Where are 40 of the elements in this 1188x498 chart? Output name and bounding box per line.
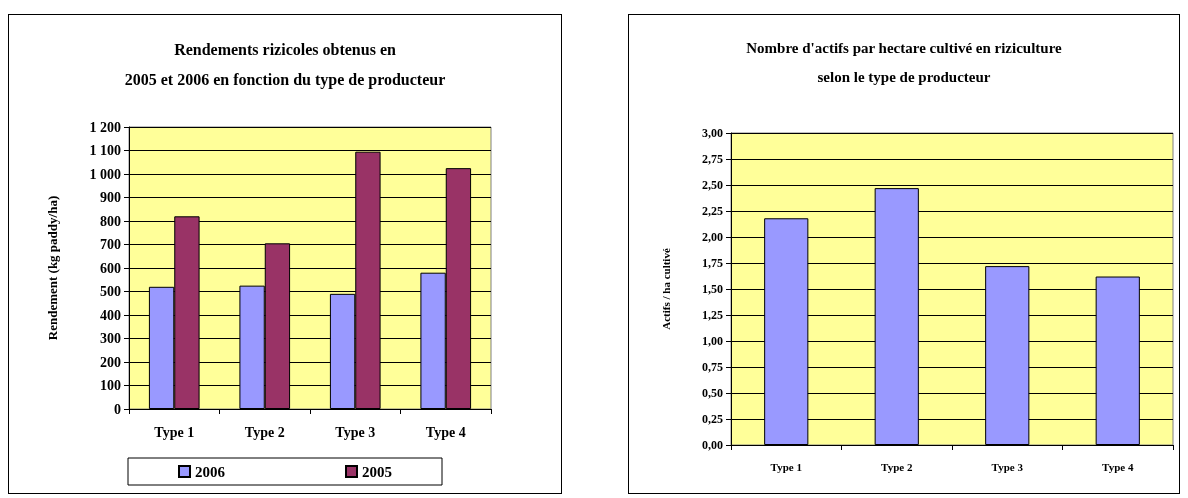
y-tick-label: 1,75	[702, 256, 723, 270]
y-tick-label: 0,00	[702, 438, 723, 452]
y-tick-label: 1,25	[702, 308, 723, 322]
y-tick-label: 1,00	[702, 334, 723, 348]
y-tick-label: 900	[100, 190, 121, 205]
y-tick-label: 600	[100, 260, 121, 276]
x-tick-label: Type 1	[770, 460, 802, 473]
y-tick-label: 100	[100, 378, 121, 393]
y-axis-title: Actifs / ha cultivé	[659, 248, 672, 330]
y-tick-label: 1,50	[702, 282, 723, 296]
y-tick-label: 2,50	[702, 178, 723, 192]
y-tick-label: 3,00	[702, 126, 723, 140]
y-tick-label: 2,25	[702, 204, 723, 218]
y-tick-label: 1 100	[89, 143, 121, 158]
chart-title: Nombre d'actifs par hectare cultivé en riziculture selon le type de producteur	[746, 40, 1063, 85]
x-tick-label: Type 1	[154, 424, 195, 440]
y-tick-label: 1 000	[89, 166, 121, 182]
y-tick-label: 0,25	[702, 412, 723, 426]
x-tick-label: Type 4	[425, 424, 466, 440]
y-tick-label: 0,50	[702, 386, 723, 400]
y-tick-label: 400	[100, 307, 121, 323]
x-tick-label: Type 2	[244, 424, 285, 440]
x-tick-label: Type 4	[1102, 460, 1134, 473]
y-tick-label: 0	[114, 401, 121, 417]
y-tick-label: 500	[100, 284, 121, 299]
y-tick-label: 2,00	[702, 230, 723, 244]
x-tick-label: Type 3	[335, 424, 376, 440]
y-tick-label: 200	[100, 354, 121, 370]
y-tick-label: 2,75	[702, 152, 723, 166]
legend-label: 2006	[195, 463, 226, 480]
chart-title: Rendements rizicoles obtenus en 2005 et 2006 en fonction du type de producteur	[124, 40, 446, 90]
y-tick-label: 700	[100, 237, 121, 252]
x-tick-label: Type 2	[881, 460, 913, 473]
y-tick-label: 0,75	[702, 360, 723, 374]
legend-label: 2005	[362, 463, 392, 480]
x-tick-label: Type 3	[991, 460, 1024, 473]
y-tick-label: 300	[100, 331, 121, 346]
y-tick-label: 1 200	[89, 119, 121, 135]
y-axis-title: Rendement (kg paddy/ha)	[45, 195, 60, 341]
y-tick-label: 800	[100, 213, 121, 229]
